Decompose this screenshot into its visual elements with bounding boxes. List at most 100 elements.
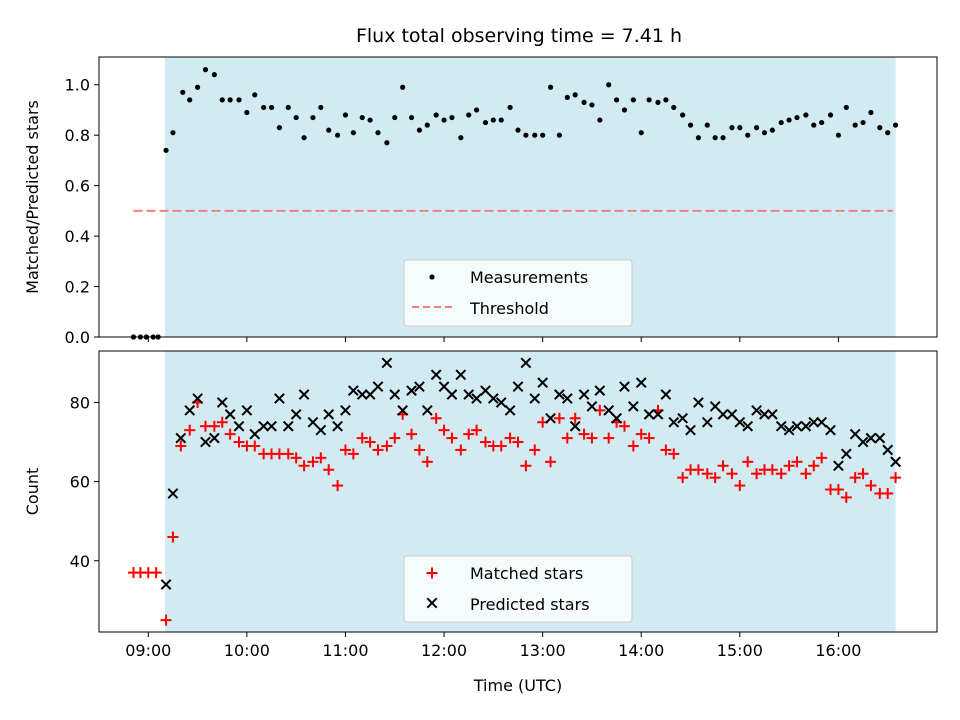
bottom-y-axis-label: Count bbox=[23, 468, 42, 516]
y-tick-label: 40 bbox=[70, 552, 90, 571]
predicted-star-point bbox=[701, 416, 713, 428]
predicted-star-point bbox=[685, 424, 696, 436]
matched-star-point bbox=[364, 436, 376, 448]
x-stroke-b bbox=[726, 408, 738, 420]
x-stroke-b bbox=[389, 389, 401, 400]
measurement-point bbox=[638, 130, 644, 136]
predicted-star-point bbox=[882, 444, 894, 456]
predicted-star-point bbox=[356, 389, 368, 400]
x-tick-label: 10:00 bbox=[224, 641, 270, 660]
x-stroke-b bbox=[381, 357, 393, 369]
matched-star-point bbox=[347, 448, 359, 460]
matched-star-point bbox=[455, 444, 467, 456]
measurement-point bbox=[433, 112, 439, 118]
predicted-star-point bbox=[414, 381, 425, 393]
measurement-point bbox=[367, 117, 373, 123]
x-stroke-b bbox=[208, 432, 220, 444]
x-stroke-b bbox=[677, 412, 689, 424]
predicted-star-point bbox=[791, 420, 803, 432]
x-stroke-b bbox=[554, 389, 565, 400]
measurement-point bbox=[811, 122, 817, 128]
x-stroke-b bbox=[512, 381, 524, 393]
measurement-point bbox=[227, 97, 233, 103]
measurement-point bbox=[392, 114, 398, 121]
measurement-point bbox=[786, 117, 792, 123]
x-stroke-b bbox=[241, 404, 253, 416]
x-stroke-b bbox=[471, 393, 482, 404]
predicted-star-point bbox=[241, 404, 253, 416]
measurement-point bbox=[556, 132, 563, 138]
predicted-star-point bbox=[652, 408, 664, 420]
predicted-star-point bbox=[200, 436, 211, 448]
measurement-point bbox=[860, 119, 866, 126]
measurement-point bbox=[819, 119, 825, 126]
y-tick-label: 1.0 bbox=[65, 76, 90, 95]
matched-star-point bbox=[339, 444, 351, 456]
x-stroke-b bbox=[480, 385, 491, 396]
legend-measurements-label: Measurements bbox=[470, 268, 588, 287]
x-tick-label: 13:00 bbox=[520, 641, 566, 660]
measurement-point bbox=[268, 104, 275, 111]
top-y-ticks: 0.0 0.2 0.4 0.6 0.8 1.0 bbox=[65, 76, 99, 347]
measurement-point bbox=[507, 104, 513, 111]
x-stroke-b bbox=[751, 404, 762, 416]
x-stroke-b bbox=[414, 381, 425, 393]
x-stroke-b bbox=[463, 389, 475, 400]
measurement-point bbox=[729, 125, 735, 131]
matched-star-point bbox=[479, 436, 491, 448]
measurement-point bbox=[194, 84, 201, 90]
measurement-point bbox=[680, 112, 686, 118]
measurement-point bbox=[211, 72, 217, 78]
measurement-point bbox=[655, 99, 661, 106]
bottom-axes-frame bbox=[98, 350, 938, 633]
x-stroke-b bbox=[421, 404, 433, 416]
x-stroke-b bbox=[874, 432, 886, 444]
matched-star-point bbox=[709, 472, 721, 484]
x-stroke-b bbox=[545, 412, 556, 424]
predicted-star-point bbox=[734, 416, 746, 428]
matched-star-point bbox=[751, 468, 763, 480]
predicted-star-point bbox=[397, 404, 409, 416]
x-stroke-b bbox=[578, 389, 590, 400]
predicted-star-point bbox=[175, 432, 187, 444]
predicted-star-point bbox=[332, 420, 343, 432]
matched-star-point bbox=[426, 567, 438, 579]
bottom-x-ticks: 09:00 10:00 11:00 12:00 13:00 14:00 15:00 16:00 bbox=[125, 632, 861, 660]
matched-star-point bbox=[882, 487, 894, 499]
y-tick-label: 0.2 bbox=[65, 278, 90, 297]
matched-star-point bbox=[216, 416, 228, 428]
x-stroke-b bbox=[808, 416, 820, 428]
x-stroke-b bbox=[775, 420, 787, 432]
measurement-point bbox=[613, 97, 620, 103]
x-stroke-b bbox=[160, 579, 172, 590]
x-axis-label: Time (UTC) bbox=[473, 676, 562, 695]
matched-star-point bbox=[233, 436, 245, 448]
matched-star-point bbox=[643, 432, 655, 444]
x-stroke-b bbox=[783, 424, 795, 436]
bottom-legend: Matched stars Predicted stars bbox=[403, 555, 633, 623]
matched-star-point bbox=[372, 444, 384, 456]
predicted-star-point bbox=[160, 579, 172, 590]
x-stroke-b bbox=[759, 408, 770, 420]
matched-star-point bbox=[463, 428, 475, 440]
predicted-star-point bbox=[751, 404, 762, 416]
x-stroke-b bbox=[455, 369, 467, 381]
measurement-point bbox=[334, 132, 341, 138]
measurement-point bbox=[597, 117, 603, 123]
legend-predicted-marker bbox=[426, 597, 438, 609]
x-stroke-b bbox=[619, 381, 630, 393]
measurement-point bbox=[803, 112, 809, 118]
y-tick-label: 60 bbox=[70, 473, 90, 492]
x-stroke-b bbox=[701, 416, 713, 428]
predicted-star-point bbox=[274, 393, 285, 404]
matched-star-point bbox=[545, 456, 557, 468]
measurement-point bbox=[375, 130, 381, 136]
x-stroke-b bbox=[332, 420, 343, 432]
predicted-star-point bbox=[249, 428, 261, 440]
top-y-axis-label: Matched/Predicted stars bbox=[23, 100, 42, 294]
matched-star-point bbox=[290, 452, 302, 464]
matched-star-point bbox=[569, 412, 581, 424]
measurement-point bbox=[753, 125, 760, 131]
predicted-star-point bbox=[825, 424, 836, 436]
measurement-point bbox=[310, 114, 316, 121]
